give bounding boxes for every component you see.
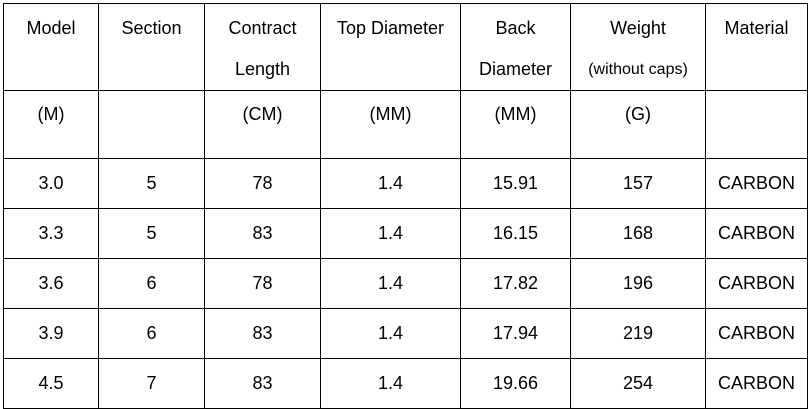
data-cell: 3.9 <box>3 308 99 359</box>
header-text: Model <box>26 18 76 38</box>
header-cell: Back Diameter <box>460 3 571 91</box>
header-cell: Weight (without caps) <box>570 3 706 91</box>
data-cell: 4.5 <box>3 358 99 409</box>
header-text: Back <box>495 18 536 38</box>
data-row: 3.0 5 78 1.4 15.91 157 CARBON <box>3 158 808 209</box>
units-row: (M) (CM) (MM) (MM) (G) <box>3 90 808 159</box>
data-cell: 6 <box>98 258 205 309</box>
data-cell: 83 <box>204 208 321 259</box>
data-cell: 1.4 <box>320 208 461 259</box>
data-cell: 7 <box>98 358 205 409</box>
unit-text: (MM) <box>369 104 412 124</box>
header-text: Diameter <box>478 59 553 79</box>
data-cell: 83 <box>204 358 321 409</box>
data-cell: 1.4 <box>320 158 461 209</box>
data-cell: CARBON <box>705 158 808 209</box>
data-row: 3.9 6 83 1.4 17.94 219 CARBON <box>3 308 808 359</box>
data-cell: 6 <box>98 308 205 359</box>
data-cell: 5 <box>98 158 205 209</box>
data-cell: CARBON <box>705 358 808 409</box>
data-cell: 19.66 <box>460 358 571 409</box>
data-cell: 78 <box>204 258 321 309</box>
data-cell: 17.82 <box>460 258 571 309</box>
header-text: Section <box>121 18 182 38</box>
data-cell: 157 <box>570 158 706 209</box>
data-cell: 1.4 <box>320 308 461 359</box>
data-cell: 254 <box>570 358 706 409</box>
unit-text: (CM) <box>242 104 283 124</box>
header-cell: Material <box>705 3 808 91</box>
header-text: Weight <box>610 18 666 38</box>
data-cell: 16.15 <box>460 208 571 259</box>
header-text: (without caps) <box>588 61 688 78</box>
header-row: Model Section Contract Length Top Diameter Ba… <box>3 3 808 91</box>
unit-cell <box>98 90 205 159</box>
data-cell: CARBON <box>705 258 808 309</box>
header-cell: Contract Length <box>204 3 321 91</box>
data-cell: 17.94 <box>460 308 571 359</box>
data-cell: 3.6 <box>3 258 99 309</box>
header-text: Material <box>724 18 789 38</box>
unit-cell: (CM) <box>204 90 321 159</box>
data-row: 4.5 7 83 1.4 19.66 254 CARBON <box>3 358 808 409</box>
data-cell: 196 <box>570 258 706 309</box>
unit-text: (G) <box>625 104 651 124</box>
data-row: 3.3 5 83 1.4 16.15 168 CARBON <box>3 208 808 259</box>
spec-table: Model Section Contract Length Top Diameter Ba… <box>3 3 808 409</box>
unit-cell <box>705 90 808 159</box>
data-cell: 5 <box>98 208 205 259</box>
unit-text: (MM) <box>494 104 537 124</box>
data-cell: 219 <box>570 308 706 359</box>
unit-cell: (G) <box>570 90 706 159</box>
data-cell: 83 <box>204 308 321 359</box>
data-cell: 3.3 <box>3 208 99 259</box>
data-cell: 3.0 <box>3 158 99 209</box>
data-cell: CARBON <box>705 208 808 259</box>
data-cell: 15.91 <box>460 158 571 209</box>
unit-cell: (MM) <box>320 90 461 159</box>
header-text: Contract <box>228 18 297 38</box>
header-text: Top Diameter <box>336 18 445 38</box>
unit-cell: (MM) <box>460 90 571 159</box>
data-cell: 1.4 <box>320 258 461 309</box>
data-cell: 1.4 <box>320 358 461 409</box>
unit-cell: (M) <box>3 90 99 159</box>
data-row: 3.6 6 78 1.4 17.82 196 CARBON <box>3 258 808 309</box>
unit-text: (M) <box>37 104 65 124</box>
header-text: Length <box>234 59 291 79</box>
data-cell: 168 <box>570 208 706 259</box>
data-cell: CARBON <box>705 308 808 359</box>
header-cell: Top Diameter <box>320 3 461 91</box>
header-cell: Section <box>98 3 205 91</box>
data-cell: 78 <box>204 158 321 209</box>
header-cell: Model <box>3 3 99 91</box>
